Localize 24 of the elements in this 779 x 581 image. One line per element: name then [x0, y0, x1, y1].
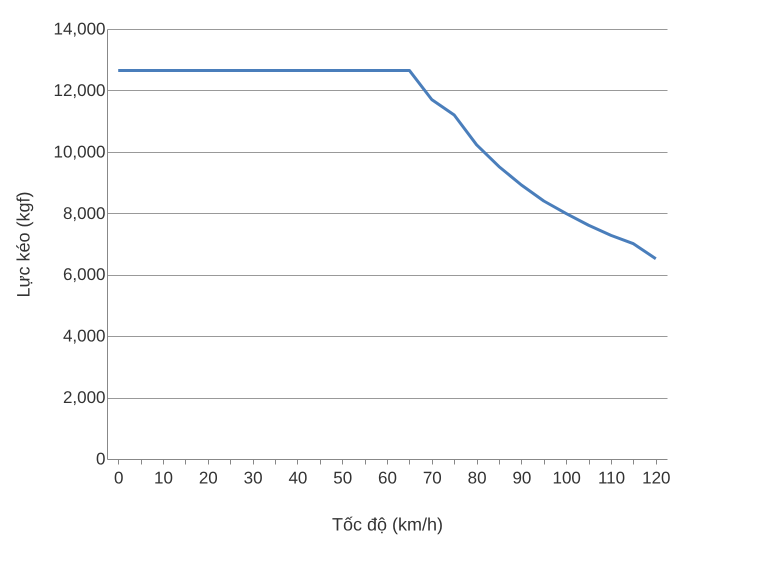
x-tick-label: 30 [244, 468, 263, 488]
y-tick-label: 2,000 [62, 388, 106, 408]
y-tick-label: 10,000 [54, 142, 106, 162]
x-tick-label: 20 [198, 468, 218, 488]
x-tick-label: 100 [552, 468, 581, 488]
line-series [116, 68, 658, 260]
y-axis-title: Lực kéo (kgf) [14, 191, 34, 298]
y-tick-label: 12,000 [54, 80, 106, 100]
y-tick-label: 6,000 [62, 265, 106, 284]
x-tick-label: 110 [598, 468, 626, 488]
x-tick-label: 10 [154, 468, 173, 488]
x-tick-label: 70 [422, 468, 442, 488]
x-tick-label: 0 [114, 468, 124, 488]
x-tick-label: 40 [288, 468, 308, 488]
x-tick-label: 120 [642, 468, 670, 488]
x-tick-label: 90 [512, 468, 532, 488]
x-axis-title: Tốc độ (km/h) [332, 514, 444, 534]
y-tick-label: 4,000 [62, 326, 106, 346]
x-tick-label: 60 [378, 468, 397, 488]
x-tick-label: 80 [468, 468, 487, 488]
x-tick-label: 50 [333, 468, 352, 488]
y-tick-label: 14,000 [54, 20, 106, 38]
y-tick-label: 8,000 [62, 204, 106, 223]
y-tick-label: 0 [96, 450, 106, 468]
